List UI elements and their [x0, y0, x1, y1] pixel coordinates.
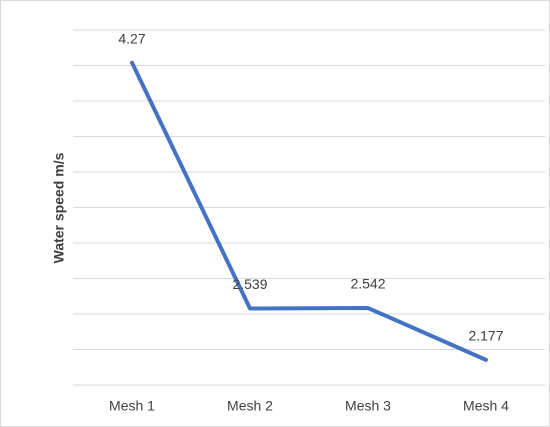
x-tick-label: Mesh 3 [345, 398, 391, 414]
data-label: 4.27 [118, 30, 145, 46]
data-label: 2.177 [468, 328, 503, 344]
x-tick-label: Mesh 4 [463, 398, 509, 414]
data-label: 2.539 [232, 276, 267, 292]
x-tick-label: Mesh 2 [227, 398, 273, 414]
y-axis-title: Water speed m/s [51, 152, 67, 263]
data-label: 2.542 [350, 276, 385, 292]
data-line [130, 60, 488, 362]
x-tick-label: Mesh 1 [109, 398, 155, 414]
